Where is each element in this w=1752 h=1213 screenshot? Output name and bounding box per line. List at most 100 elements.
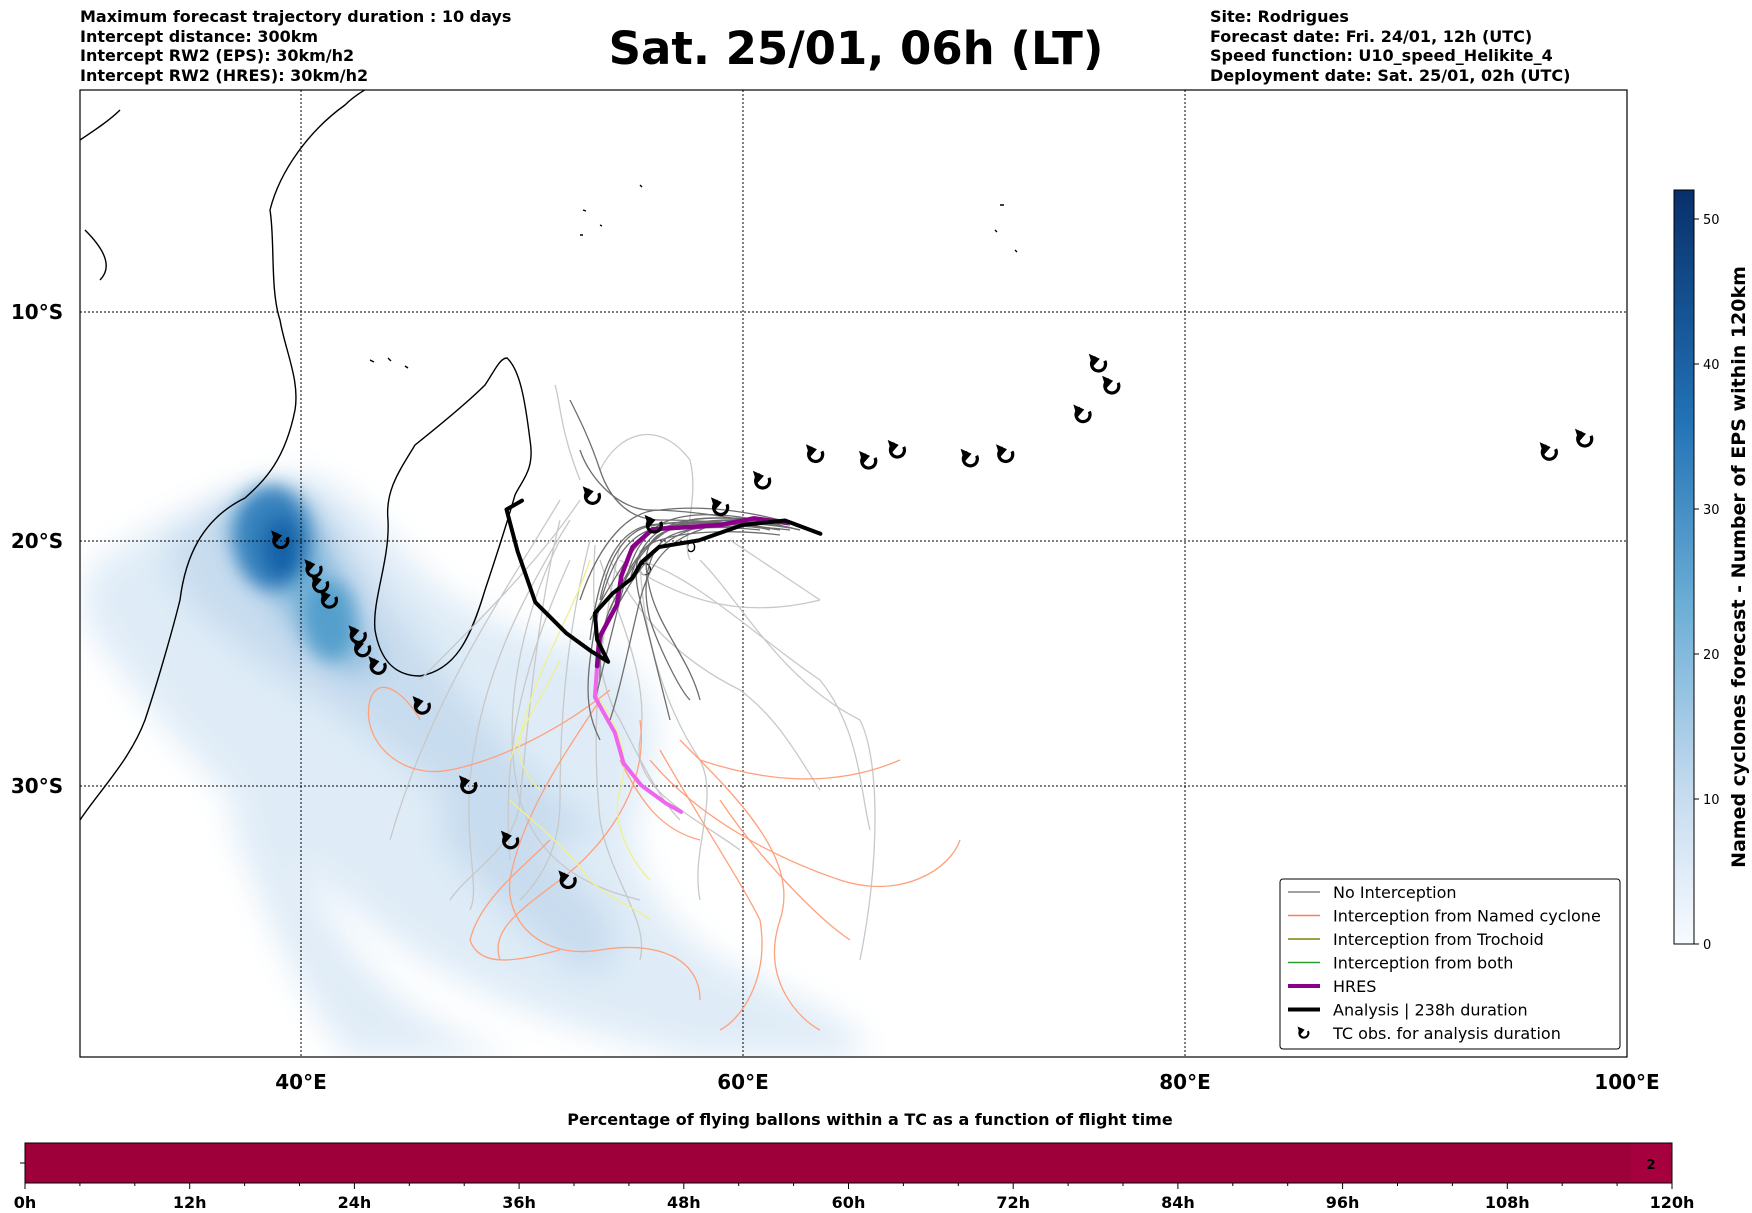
flight-time-tick-label: 96h — [1326, 1193, 1360, 1212]
trajectory — [468, 519, 571, 911]
tc-obs-marker — [558, 870, 577, 890]
trajectory — [389, 499, 561, 841]
flight-time-tick-label: 84h — [1161, 1193, 1195, 1212]
land-outlines — [80, 90, 1018, 821]
legend-box — [1279, 878, 1621, 1050]
colorbar-ticks: 0 10 20 30 40 50 — [1694, 213, 1720, 953]
lon-label: 60°E — [717, 1070, 769, 1094]
page-title: Sat. 25/01, 06h (LT) — [608, 22, 1104, 75]
trajectory — [619, 559, 821, 609]
trajectory — [587, 522, 781, 741]
flight-time-tick-label: 120h — [1650, 1193, 1695, 1212]
header-left-line: Intercept RW2 (HRES): 30km/h2 — [80, 65, 369, 85]
tc-symbol-icon-head — [1297, 1026, 1305, 1035]
header-left-line: Maximum forecast trajectory duration : 1… — [80, 7, 512, 26]
colorbar-gradient — [1673, 189, 1695, 945]
tc-symbol-icon-head — [1539, 442, 1551, 456]
lat-label: 10°S — [11, 300, 63, 324]
tc-obs-marker — [644, 514, 663, 534]
tc-obs-marker — [319, 590, 338, 609]
tc-obs-marker — [310, 574, 330, 594]
lat-axis-labels: 10°S 20°S 30°S — [11, 300, 63, 798]
trajectory — [645, 525, 791, 701]
trajectory — [719, 799, 851, 941]
trajectory — [599, 699, 651, 881]
tc-obs-marker — [1088, 353, 1108, 373]
comoros-islands — [369, 357, 409, 369]
flight-time-tick-label: 12h — [173, 1193, 207, 1212]
trajectories-named-cyclone — [367, 686, 961, 1031]
density-south — [440, 780, 617, 972]
tc-obs-marker — [996, 444, 1015, 464]
trajectory — [619, 759, 701, 841]
tc-symbol-icon-head — [1073, 404, 1085, 418]
trajectory — [659, 749, 763, 1031]
tc-symbol-icon-head — [352, 638, 364, 652]
legend-label: TC obs. for analysis duration — [1332, 1024, 1561, 1043]
tc-obs-markers — [271, 353, 1594, 890]
africa-coast — [80, 90, 367, 821]
tc-obs-marker — [710, 497, 730, 517]
tc-symbol-icon-head — [644, 514, 656, 528]
colorbar-tick-label: 20 — [1703, 648, 1720, 663]
lon-label: 100°E — [1594, 1070, 1659, 1094]
gridlines — [80, 90, 1627, 1057]
tc-symbol-icon-head — [805, 444, 817, 458]
trajectory — [509, 659, 561, 761]
trajectory — [419, 499, 581, 681]
tc-obs-marker — [352, 638, 372, 658]
header-left-line: Intercept RW2 (EPS): 30km/h2 — [80, 46, 355, 65]
colorbar-tick-label: 0 — [1703, 938, 1711, 953]
legend-label: No Interception — [1333, 883, 1457, 902]
tc-symbol-icon-head — [459, 775, 470, 789]
flight-time-tick-label: 36h — [502, 1193, 536, 1212]
tc-obs-marker — [805, 444, 825, 464]
trajectory — [699, 559, 876, 961]
header-right-line: Site: Rodrigues — [1210, 7, 1349, 26]
flight-time-tick-label: 48h — [667, 1193, 701, 1212]
trajectory — [569, 399, 771, 529]
density-secondary — [304, 580, 356, 660]
trajectory — [449, 519, 561, 901]
trajectory — [519, 539, 591, 901]
flight-time-bar: 2 0h 12h 24h 36h 48h 60h 72h 84h 96h 108h 120h — [14, 1142, 1695, 1212]
tc-obs-marker — [459, 775, 478, 795]
madagascar — [373, 357, 532, 677]
tc-symbol-icon-head — [887, 439, 899, 453]
tc-symbol-icon-head — [412, 696, 424, 709]
flight-time-tick-label: 24h — [338, 1193, 372, 1212]
trajectory — [639, 559, 871, 831]
trajectory — [729, 539, 821, 601]
tc-obs-marker — [1102, 375, 1121, 395]
tc-symbol-icon-head — [752, 470, 764, 484]
colorbar-tick-label: 30 — [1703, 503, 1720, 518]
flight-time-tick-label: 60h — [832, 1193, 866, 1212]
tc-obs-marker — [271, 530, 290, 550]
tc-obs-marker — [887, 439, 906, 459]
flight-time-bar-main — [25, 1143, 1631, 1183]
tc-symbol-icon-head — [500, 830, 512, 844]
header-right: Site: Rodrigues Forecast date: Fri. 24/0… — [1210, 7, 1570, 85]
trajectory — [497, 719, 642, 961]
colorbar: 0 10 20 30 40 50 Named cyclones forecast - Nu… — [1673, 189, 1750, 953]
header-left: Maximum forecast trajectory duration : 1… — [80, 7, 511, 85]
tc-symbol-icon-head — [1102, 375, 1114, 389]
colorbar-tick-label: 50 — [1703, 213, 1720, 228]
tc-symbol-icon-head — [710, 497, 722, 511]
tc-symbol-icon-head — [859, 450, 870, 464]
tc-symbol-icon-head — [1575, 428, 1586, 442]
header-right-line: Forecast date: Fri. 24/01, 12h (UTC) — [1210, 26, 1533, 46]
tc-symbol-icon-head — [304, 559, 316, 573]
flight-time-tick-label: 72h — [996, 1193, 1030, 1212]
legend-label: Analysis | 238h duration — [1333, 1001, 1528, 1020]
trajectory — [679, 739, 821, 1031]
lon-axis-labels: 40°E 60°E 80°E 100°E — [275, 1070, 1659, 1094]
tc-obs-marker — [582, 486, 601, 505]
tc-symbol-icon-head — [582, 486, 594, 500]
tc-obs-marker — [500, 830, 520, 850]
trajectory — [469, 839, 561, 961]
tc-symbol-icon-head — [348, 625, 360, 639]
flight-time-tick-label: 108h — [1485, 1193, 1530, 1212]
tc-symbol-icon-head — [368, 656, 380, 670]
trajectory — [593, 544, 681, 821]
